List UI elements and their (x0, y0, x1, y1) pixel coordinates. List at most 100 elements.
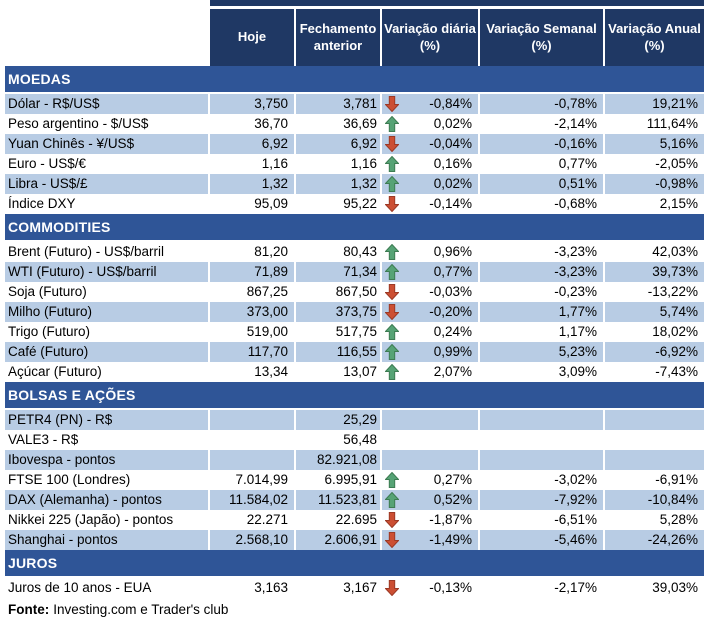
variacao-semanal-value: -2,14% (554, 116, 597, 131)
fechamento-anterior-value: 82.921,08 (296, 450, 380, 470)
variacao-semanal-value: -0,16% (480, 134, 603, 154)
variacao-diaria-cell: -0,13% (382, 578, 478, 598)
variacao-diaria-cell: 0,02% (382, 114, 478, 134)
variacao-anual-value: -24,26% (605, 530, 704, 550)
variacao-diaria-cell: -0,84% (382, 94, 478, 114)
fechamento-anterior-value: 95,22 (343, 196, 377, 211)
variacao-diaria-cell (382, 450, 478, 470)
variacao-diaria-value: 0,96% (433, 244, 472, 259)
source-note: Fonte: Investing.com e Trader's club (5, 601, 704, 619)
variacao-diaria-cell: -0,14% (382, 194, 478, 214)
arrow-down-icon (385, 512, 399, 528)
variacao-anual-value: 2,15% (659, 196, 698, 211)
hoje-value: 3,163 (254, 580, 288, 595)
fechamento-anterior-value: 1,16 (350, 156, 377, 171)
row-label: FTSE 100 (Londres) (8, 472, 131, 487)
section-header: MOEDAS (5, 66, 704, 92)
column-header-row: Hoje Fechamento anterior Variação diária… (5, 9, 704, 66)
variacao-semanal-value: -0,23% (554, 284, 597, 299)
arrow-down-icon (385, 284, 399, 300)
row-label: Milho (Futuro) (5, 302, 208, 322)
arrow-up-icon (385, 244, 399, 260)
variacao-anual-value: -6,91% (655, 472, 698, 487)
hoje-value: 81,20 (254, 244, 288, 259)
fechamento-anterior-value: 3,781 (296, 94, 380, 114)
arrow-up-icon (385, 324, 399, 340)
section-header: COMMODITIES (5, 214, 704, 240)
fechamento-anterior-value: 71,34 (296, 262, 380, 282)
variacao-diaria-cell: 0,52% (382, 490, 478, 510)
arrow-down-icon (385, 580, 399, 596)
row-label: WTI (Futuro) - US$/barril (5, 262, 208, 282)
variacao-diaria-cell: -1,87% (382, 510, 478, 530)
variacao-semanal-value: -2,17% (554, 580, 597, 595)
table-row: Trigo (Futuro) 519,00 517,75 0,24% 1,17% 18,0… (5, 322, 704, 342)
row-label: Café (Futuro) (5, 342, 208, 362)
variacao-semanal-value: 5,23% (480, 342, 603, 362)
header-top-border (210, 0, 704, 6)
arrow-down-icon (385, 532, 399, 548)
row-label: Yuan Chinês - ¥/US$ (5, 134, 208, 154)
variacao-semanal-value: -6,51% (554, 512, 597, 527)
variacao-anual-value: 39,73% (605, 262, 704, 282)
row-label: Trigo (Futuro) (8, 324, 91, 339)
hoje-value (210, 430, 294, 450)
variacao-semanal-value: 0,51% (480, 174, 603, 194)
column-header-hoje: Hoje (210, 9, 294, 66)
variacao-diaria-cell: -0,20% (382, 302, 478, 322)
fechamento-anterior-value: 22.695 (335, 512, 377, 527)
row-label: Açúcar (Futuro) (8, 364, 102, 379)
table-row: Yuan Chinês - ¥/US$ 6,92 6,92 -0,04% -0,16% 5… (5, 134, 704, 154)
row-label: Shanghai - pontos (5, 530, 208, 550)
arrow-down-icon (385, 136, 399, 152)
section-header: BOLSAS E AÇÕES (5, 382, 704, 408)
variacao-anual-value: -0,98% (605, 174, 704, 194)
variacao-anual-value: 5,74% (605, 302, 704, 322)
variacao-diaria-cell (382, 430, 478, 450)
variacao-diaria-cell: 0,16% (382, 154, 478, 174)
arrow-up-icon (385, 264, 399, 280)
variacao-semanal-value: 3,09% (558, 364, 597, 379)
table-row: Juros de 10 anos - EUA 3,163 3,167 -0,13% -2… (5, 578, 704, 598)
row-label: Peso argentino - $/US$ (8, 116, 149, 131)
variacao-diaria-value: 0,02% (433, 116, 472, 131)
variacao-diaria-cell: 0,99% (382, 342, 478, 362)
variacao-diaria-value: 0,16% (433, 156, 472, 171)
fechamento-anterior-value: 25,29 (296, 410, 380, 430)
variacao-semanal-value (480, 450, 603, 470)
variacao-diaria-cell: -0,03% (382, 282, 478, 302)
column-header-variacao-anual: Variação Anual (%) (605, 9, 704, 66)
table-row: Ibovespa - pontos 82.921,08 (5, 450, 704, 470)
arrow-up-icon (385, 364, 399, 380)
row-label: Libra - US$/£ (5, 174, 208, 194)
hoje-value: 7.014,99 (235, 472, 288, 487)
fechamento-anterior-value: 1,32 (296, 174, 380, 194)
table-row: Índice DXY 95,09 95,22 -0,14% -0,68% 2,15% (5, 194, 704, 214)
fechamento-anterior-value: 80,43 (343, 244, 377, 259)
row-label: DAX (Alemanha) - pontos (5, 490, 208, 510)
row-label: Euro - US$/€ (8, 156, 87, 171)
table-row: Brent (Futuro) - US$/barril 81,20 80,43 0,9… (5, 242, 704, 262)
fechamento-anterior-value: 2.606,91 (296, 530, 380, 550)
fechamento-anterior-value: 56,48 (343, 432, 377, 447)
variacao-anual-value (605, 410, 704, 430)
fechamento-anterior-value: 36,69 (343, 116, 377, 131)
variacao-semanal-value: -0,68% (554, 196, 597, 211)
table-row: Nikkei 225 (Japão) - pontos 22.271 22.695 -… (5, 510, 704, 530)
hoje-value: 2.568,10 (210, 530, 294, 550)
fechamento-anterior-value: 867,50 (335, 284, 377, 299)
table-row: Libra - US$/£ 1,32 1,32 0,02% 0,51% -0,98% (5, 174, 704, 194)
hoje-value: 3,750 (210, 94, 294, 114)
source-text: Investing.com e Trader's club (53, 602, 229, 617)
table-row: Milho (Futuro) 373,00 373,75 -0,20% 1,77% 5,7… (5, 302, 704, 322)
variacao-semanal-value: -3,02% (554, 472, 597, 487)
variacao-diaria-cell: 2,07% (382, 362, 478, 382)
hoje-value (210, 450, 294, 470)
variacao-semanal-value: -3,23% (480, 262, 603, 282)
variacao-diaria-value: -0,03% (429, 284, 472, 299)
hoje-value: 95,09 (254, 196, 288, 211)
fechamento-anterior-value: 116,55 (296, 342, 380, 362)
header-spacer (5, 9, 208, 66)
row-label: Dólar - R$/US$ (5, 94, 208, 114)
variacao-anual-value: 5,28% (659, 512, 698, 527)
